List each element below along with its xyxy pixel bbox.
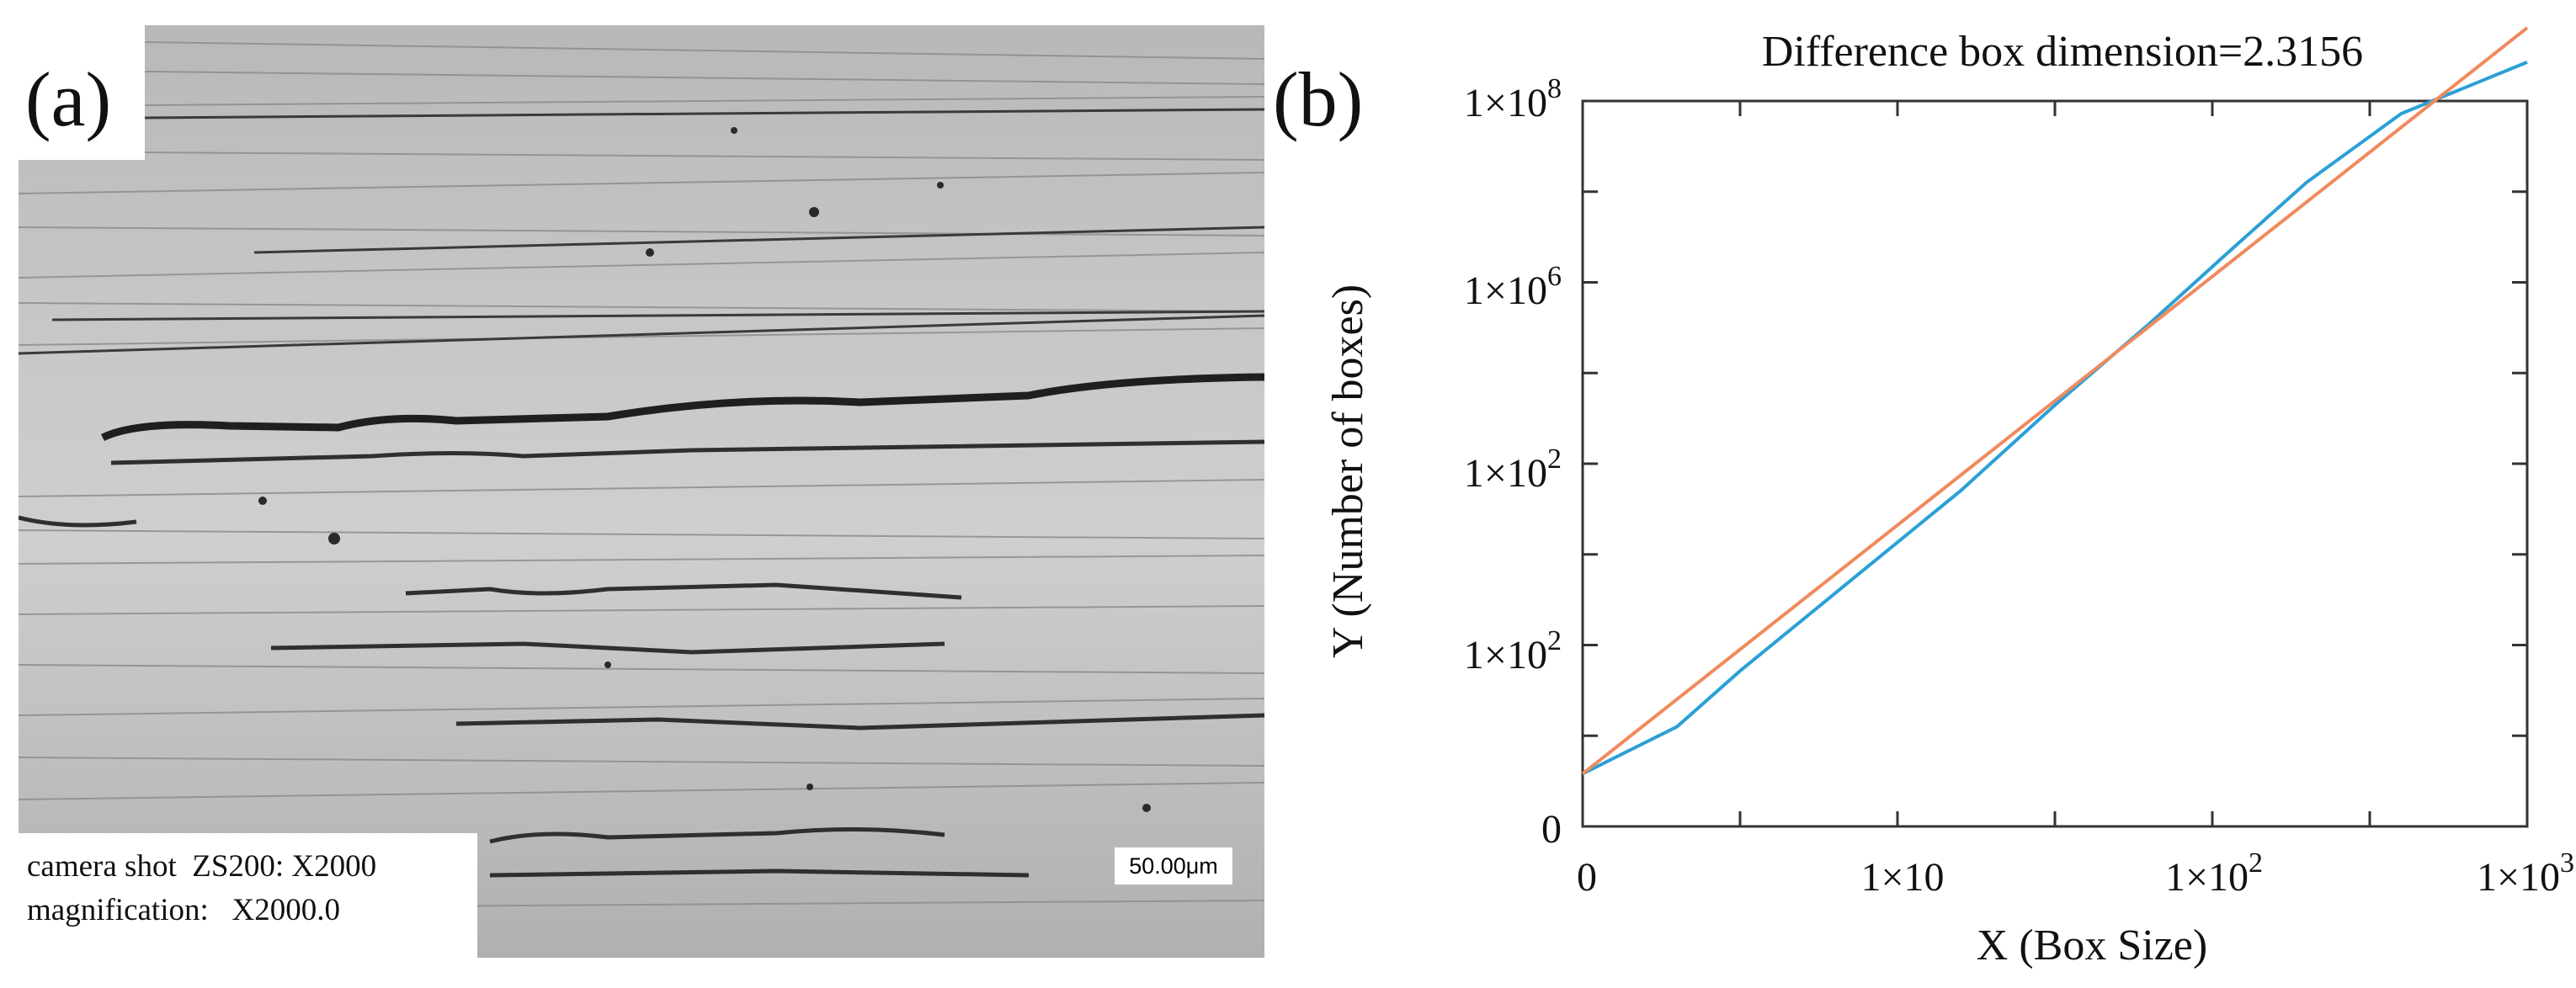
x-tick-label-0: 0 xyxy=(1577,855,1597,900)
y-tick-label-0-base: 0 xyxy=(1541,807,1562,852)
y-tick-label-4-exp: 8 xyxy=(1547,73,1562,104)
x-axis-label: X (Box Size) xyxy=(1977,922,2207,969)
y-tick-label-4: 1×108 xyxy=(1464,73,1562,125)
y-tick-label-2-exp: 2 xyxy=(1547,444,1562,475)
y-tick-label-3-exp: 6 xyxy=(1547,261,1562,292)
y-tick-label-3-base: 1×10 xyxy=(1464,268,1547,313)
caption-magnification: magnification: X2000.0 xyxy=(27,893,340,927)
y-tick-label-4-base: 1×10 xyxy=(1464,81,1547,125)
x-tick-label-2: 1×102 xyxy=(2165,847,2263,900)
x-tick-label-3-base: 1×10 xyxy=(2477,855,2560,900)
y-tick-label-2-base: 1×10 xyxy=(1464,451,1547,496)
x-tick-label-2-exp: 2 xyxy=(2249,847,2263,879)
scale-bar-label: 50.00μm xyxy=(1115,847,1232,884)
caption-box: camera shot ZS200: X2000 magnification: … xyxy=(19,833,477,958)
label-a-background xyxy=(19,25,145,160)
x-tick-label-2-base: 1×10 xyxy=(2165,855,2249,900)
y-tick-label-3: 1×106 xyxy=(1464,261,1562,313)
box-dimension-chart: Difference box dimension=2.3156 01×1021×… xyxy=(1324,26,2574,969)
x-tick-label-3: 1×103 xyxy=(2477,847,2574,900)
chart-title: Difference box dimension=2.3156 xyxy=(1762,28,2363,76)
micrograph-panel: camera shot ZS200: X2000 magnification: … xyxy=(19,25,1264,958)
x-tick-label-1-base: 1×10 xyxy=(1860,855,1944,900)
x-axis-ticks: 0 1×10 1×102 1×103 xyxy=(1577,101,2574,900)
x-tick-label-0-base: 0 xyxy=(1577,855,1597,900)
y-axis-label: Y (Number of boxes) xyxy=(1324,284,1372,658)
plot-frame xyxy=(1581,99,2529,828)
y-tick-label-1: 1×102 xyxy=(1464,625,1562,677)
y-tick-label-0: 0 xyxy=(1541,807,1562,852)
y-tick-label-2: 1×102 xyxy=(1464,444,1562,496)
y-tick-label-1-exp: 2 xyxy=(1547,625,1562,656)
panel-label-b: (b) xyxy=(1273,56,1364,142)
series-line-0 xyxy=(1582,61,2528,776)
caption-camera-shot: camera shot ZS200: X2000 xyxy=(27,849,377,884)
series-layer xyxy=(1581,26,2529,776)
micrograph-image xyxy=(19,25,1264,958)
y-tick-label-1-base: 1×10 xyxy=(1464,633,1547,677)
panel-label-a: (a) xyxy=(25,56,112,142)
x-tick-label-1: 1×10 xyxy=(1860,855,1944,900)
x-tick-label-3-exp: 3 xyxy=(2560,847,2574,879)
series-line-1 xyxy=(1581,26,2529,775)
